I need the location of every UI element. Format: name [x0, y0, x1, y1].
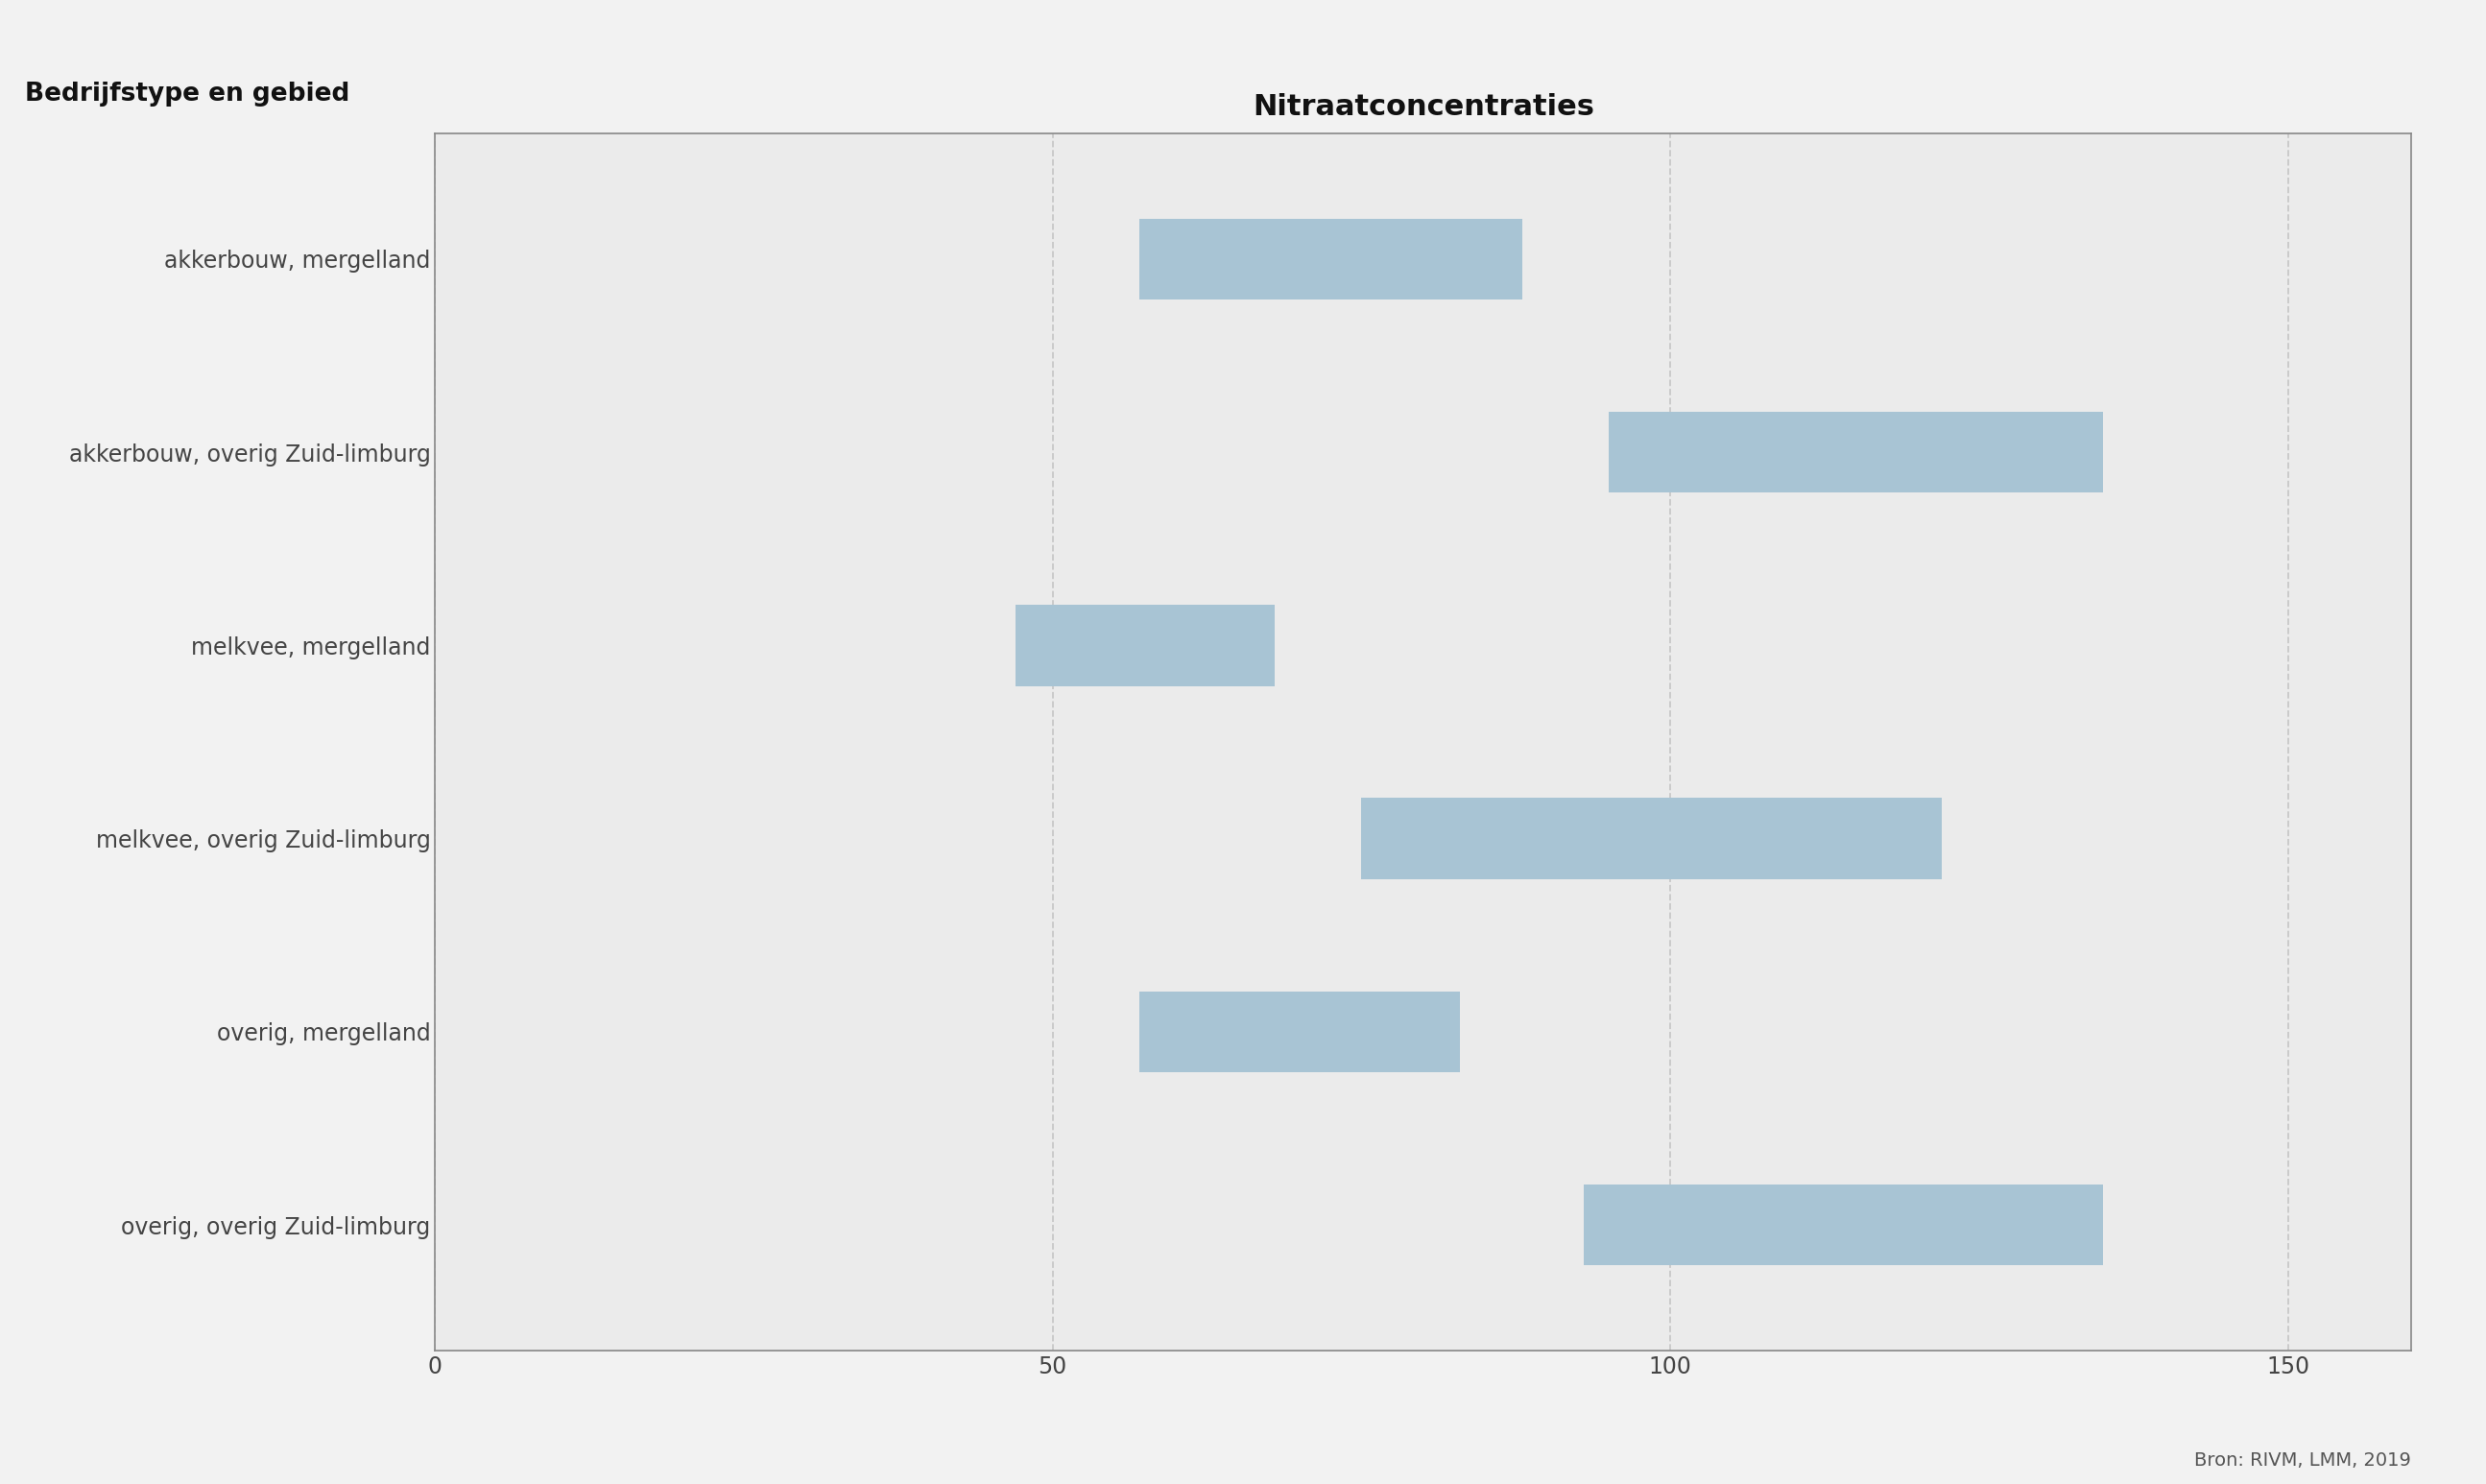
Bar [1584, 1184, 2103, 1266]
Text: Bedrijfstype en gebied: Bedrijfstype en gebied [25, 82, 351, 107]
Bar [1608, 411, 2103, 493]
Bar [1139, 991, 1459, 1073]
Title: Nitraatconcentraties: Nitraatconcentraties [1253, 93, 1594, 120]
Bar [1017, 605, 1275, 686]
Bar [1139, 218, 1521, 300]
Text: Bron: RIVM, LMM, 2019: Bron: RIVM, LMM, 2019 [2195, 1451, 2411, 1469]
Bar [1362, 798, 1942, 879]
